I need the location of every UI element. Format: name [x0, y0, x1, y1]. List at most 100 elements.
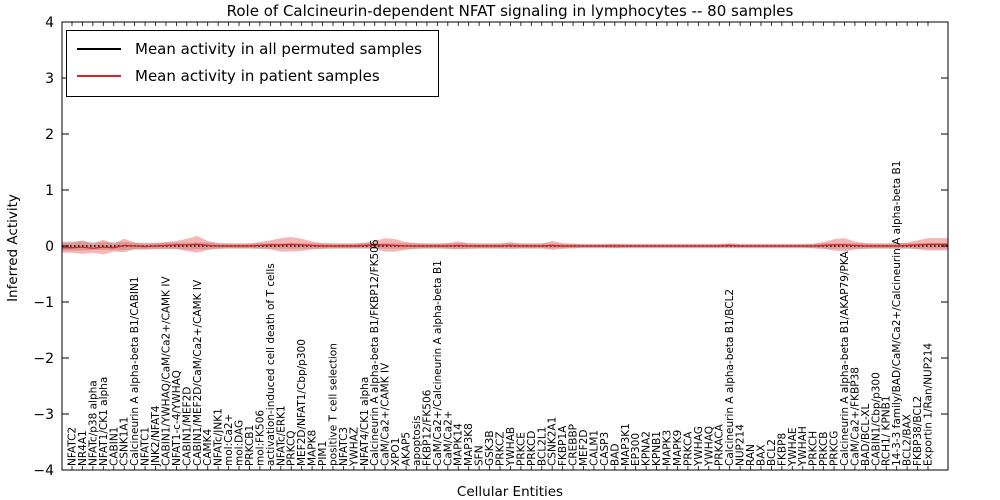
x-tick-label: PRKCH — [808, 431, 820, 466]
x-tick-label: CALM1 — [588, 430, 600, 466]
x-tick-label: CaM/Ca2+/FKBP38 — [849, 367, 861, 466]
x-tick-label: PRKCD — [526, 431, 538, 466]
x-tick-label: XPO1 — [390, 438, 402, 466]
x-tick-label: PRKCB — [818, 432, 830, 466]
legend-entry-permuted: Mean activity in all permuted samples — [77, 40, 422, 58]
x-tick-label: apoptosis — [411, 415, 423, 466]
x-tick-label: CAMK4 — [202, 429, 214, 466]
y-tick-label: 0 — [45, 239, 54, 255]
x-tick-label: FKBP1A — [557, 425, 569, 466]
x-tick-label: positive T cell selection — [327, 343, 339, 466]
x-tick-label: CSNK2A1 — [547, 417, 559, 466]
x-tick-label: PRKCZ — [495, 432, 507, 466]
x-tick-label: activation-induced cell death of T cells — [265, 263, 277, 466]
x-tick-label: CABIN1 — [108, 427, 120, 466]
legend-line-black — [77, 48, 121, 50]
x-tick-label: MAPK9 — [672, 430, 684, 466]
x-tick-label: YWHAB — [505, 427, 517, 467]
x-tick-label: CABIN1/YWHAQ/CaM/Ca2+/CAMK IV — [160, 276, 172, 466]
x-tick-label: NFAT1/CK1 alpha — [98, 377, 110, 466]
x-tick-label: Calcineurin A alpha-beta B1/FKBP12/FK506 — [369, 239, 381, 466]
patient-mean-line — [62, 243, 948, 249]
y-tick-label: 2 — [45, 127, 54, 143]
x-tick-label: BAX — [755, 444, 767, 466]
y-tick-label: −1 — [33, 295, 54, 311]
y-tick-label: −2 — [33, 351, 54, 367]
x-tick-label: SFN — [474, 445, 486, 466]
x-tick-label: MEF2D/NFAT1/Cbp/p300 — [296, 339, 308, 466]
x-tick-label: CaM/Ca2+ — [442, 410, 454, 466]
x-tick-label: KPNB1 — [651, 431, 663, 466]
x-tick-label: Calcineurin A alpha-beta B1/CABIN1 — [129, 276, 141, 466]
x-tick-label: NFAT1-c-4/YWHAQ — [171, 370, 183, 466]
x-tick-label: NFATc/JNK1 — [213, 408, 225, 466]
x-tick-label: PRKACA — [714, 423, 726, 466]
x-tick-label: PRKCA — [682, 431, 694, 466]
x-tick-label: RCH1/ KPNB1 — [881, 395, 893, 466]
plot-spines — [61, 21, 949, 471]
x-tick-label: NFATC2 — [67, 427, 79, 466]
axis-ticks — [62, 21, 948, 471]
y-tick-label: −3 — [33, 407, 54, 423]
x-tick-label: CSNK1A1 — [119, 417, 131, 466]
y-tick-label: −4 — [33, 463, 54, 479]
x-tick-label: YWHAE — [787, 427, 799, 467]
legend-label: Mean activity in all permuted samples — [135, 40, 422, 58]
x-tick-label: MAPK3 — [662, 430, 674, 466]
x-tick-label: BAD — [609, 444, 621, 466]
x-tick-label: NFATC1 — [140, 427, 152, 466]
x-tick-label: YWHAZ — [348, 427, 360, 467]
x-tick-label: MAP3K8 — [463, 423, 475, 466]
y-tick-labels: −4 −3 −2 −1 0 1 2 3 4 — [33, 15, 54, 479]
x-tick-label: NUP214 — [735, 424, 747, 466]
x-tick-label: NFATc/ERK1 — [275, 405, 287, 466]
legend-entry-patient: Mean activity in patient samples — [77, 67, 422, 85]
x-tick-label: GSK3B — [484, 430, 496, 466]
x-tick-label: CREBBP — [568, 424, 580, 466]
x-tick-label: CaM/Ca2+/Calcineurin A alpha-beta B1 — [432, 260, 444, 466]
x-tick-label: BAD/BCL-XL — [860, 404, 872, 466]
x-tick-label: MAPK14 — [453, 423, 465, 466]
x-tick-label: NR4A1 — [77, 430, 89, 466]
x-tick-label: BCL2 — [766, 439, 778, 466]
x-tick-label: RAN — [745, 444, 757, 466]
x-tick-label: BCL2L1 — [536, 427, 548, 466]
x-tick-label: NFATC3 — [338, 427, 350, 466]
x-tick-label: FKBP8 — [776, 433, 788, 466]
y-tick-label: 1 — [45, 183, 54, 199]
legend-line-red — [77, 75, 121, 77]
x-tick-label: YWHAQ — [703, 426, 715, 467]
x-tick-label: Calcineurin A alpha-beta B1/BCL2 — [724, 289, 736, 466]
x-tick-label: EP300 — [630, 433, 642, 466]
x-tick-label: AKAP5 — [401, 432, 413, 466]
x-tick-label: Calcineurin A alpha-beta B1/AKAP79/PKA — [839, 250, 851, 466]
x-axis-label: Cellular Entities — [456, 484, 564, 500]
x-tick-label: NFATc/p38 alpha — [87, 380, 99, 466]
x-tick-label: NFAT4/CK1 alpha — [359, 377, 371, 466]
x-tick-label: PRKCE — [515, 432, 527, 466]
x-tick-label: Exportin 1/Ran/NUP214 — [923, 343, 935, 466]
x-tick-label: KPNA2 — [641, 431, 653, 466]
x-tick-label: BCL2/BAX — [902, 414, 914, 466]
legend: Mean activity in all permuted samples Me… — [66, 30, 439, 97]
x-tick-label: mol:FK506 — [254, 410, 266, 466]
x-tick-label: CABIN1/Cbp/p300 — [870, 372, 882, 466]
x-tick-label: PIM1 — [317, 441, 329, 466]
x-tick-label: PRKCB1 — [244, 425, 256, 466]
x-tick-label: CABIN1/MEF2D/CaM/Ca2+/CAMK IV — [192, 279, 204, 466]
x-tick-label: PRKCQ — [286, 430, 298, 466]
x-tick-label: MAPK8 — [307, 430, 319, 466]
x-tick-label: MEF2D — [578, 430, 590, 467]
x-tick-label: CABIN1/MEF2D — [181, 387, 193, 466]
x-tick-label: mol:Ca2+ — [223, 414, 235, 466]
x-tick-label: PRKCG — [829, 431, 841, 466]
x-tick-label: JNK2/NFAT4 — [150, 405, 162, 467]
x-tick-label: MAP3K1 — [620, 423, 632, 466]
x-tick-label: YWHAH — [797, 426, 809, 467]
y-tick-label: 3 — [45, 71, 54, 87]
x-tick-label: CASP3 — [599, 432, 611, 466]
x-tick-label: YWHAG — [693, 426, 705, 467]
